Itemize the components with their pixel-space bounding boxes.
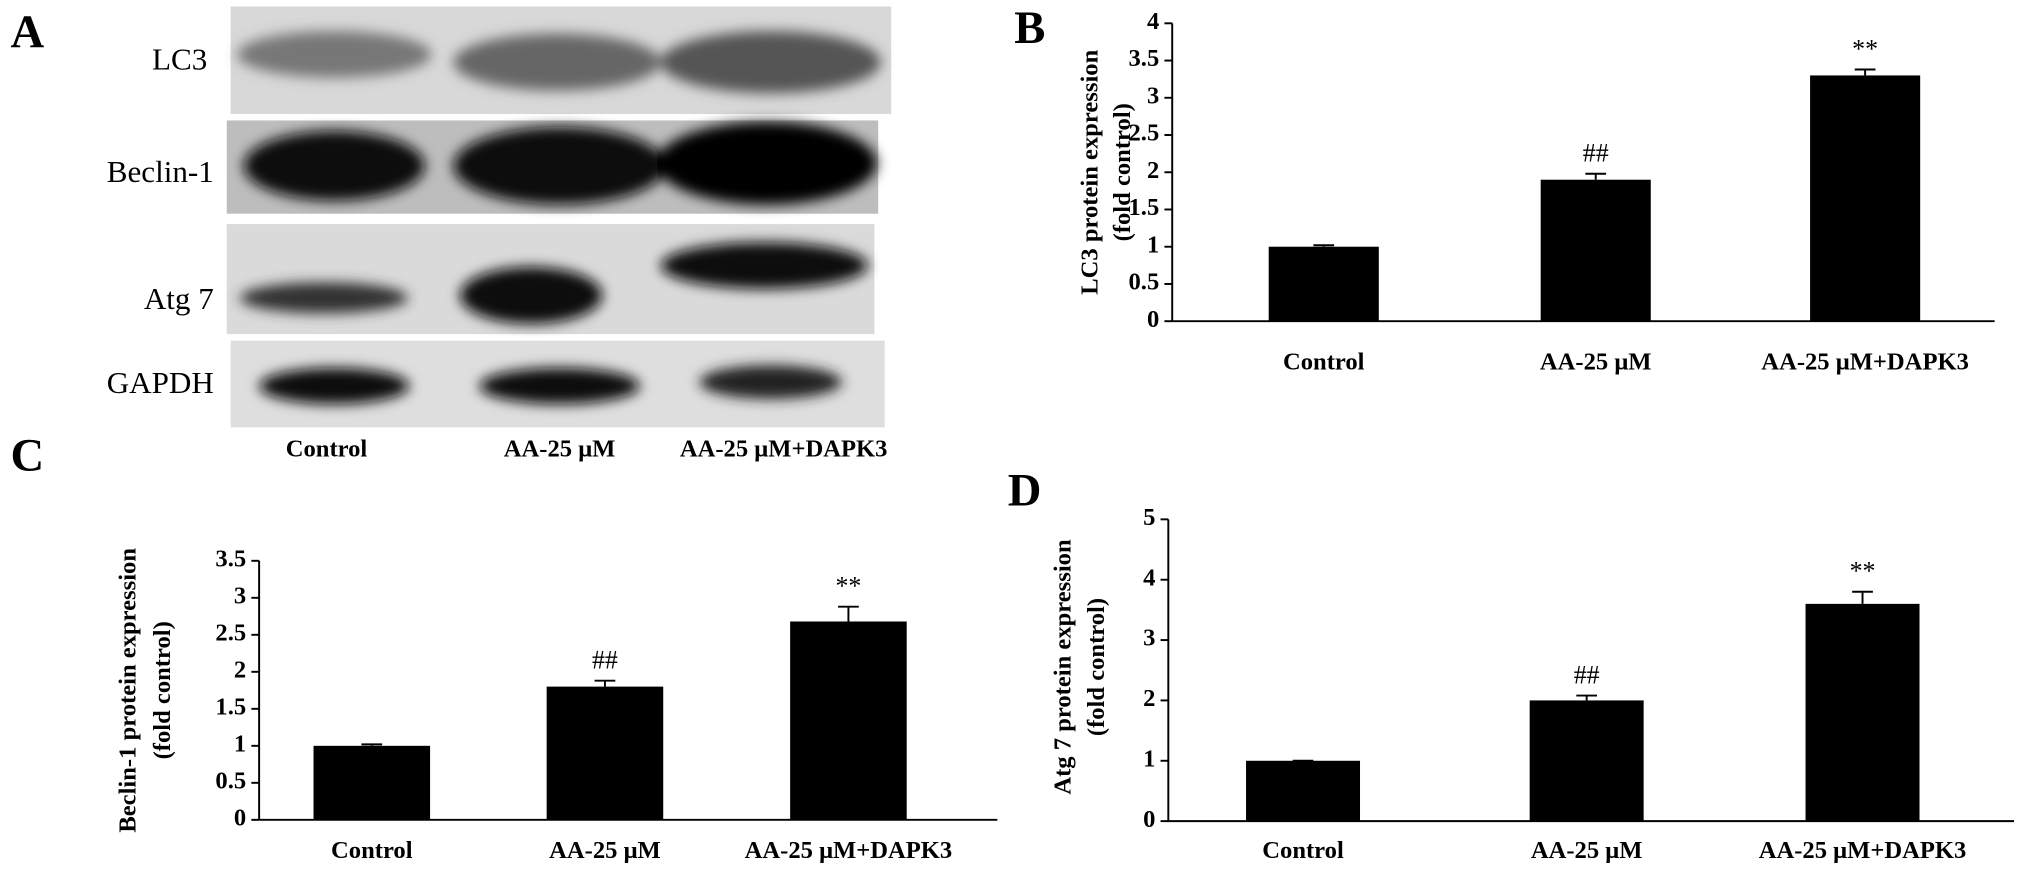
panel-label: A (10, 6, 44, 58)
y-tick-label: 0 (1147, 306, 1159, 333)
band (479, 367, 640, 405)
band (243, 130, 425, 201)
y-axis-label: (fold control) (149, 621, 176, 759)
panel-label: C (10, 429, 44, 481)
x-tick-label: AA-25 μM+DAPK3 (1759, 837, 1967, 864)
y-tick-label: 2.5 (215, 619, 246, 646)
bar (1810, 75, 1921, 322)
x-tick-label: Control (1262, 837, 1344, 864)
y-tick-label: 1.5 (215, 693, 246, 720)
bar (1805, 603, 1920, 822)
chart: C Beclin-1 protein expression (fold contro… (10, 429, 998, 864)
y-tick-label: 5 (1143, 504, 1155, 531)
chart: D Atg 7 protein expression (fold control) 0… (1008, 464, 2015, 864)
band (660, 31, 881, 94)
x-tick-label: Control (331, 837, 413, 864)
y-tick-label: 3.5 (1129, 45, 1160, 72)
y-axis-label: Beclin-1 protein expression (114, 548, 141, 833)
band (656, 121, 877, 205)
y-tick-label: 1 (1143, 745, 1155, 772)
y-tick-label: 3 (1143, 625, 1155, 652)
y-tick-label: 1 (1147, 231, 1159, 258)
annotation: ## (1583, 139, 1609, 168)
annotation: ** (1852, 34, 1878, 63)
y-tick-label: 0 (1143, 806, 1155, 833)
band (453, 126, 666, 205)
bar (313, 745, 431, 820)
y-axis-label: (fold control) (1083, 598, 1110, 736)
band (259, 367, 410, 405)
x-tick-label: AA-25 μM+DAPK3 (745, 837, 953, 864)
blot-row-label: GAPDH (107, 365, 214, 400)
blot-lane-label: AA-25 μM (504, 435, 616, 462)
chart: B LC3 protein expression (fold control) 0 0.… (1014, 2, 1995, 376)
x-tick-label: AA-25 μM (1540, 349, 1652, 376)
annotation: ** (835, 571, 861, 600)
y-tick-label: 1.5 (1129, 194, 1160, 221)
band (699, 365, 842, 399)
x-tick-label: AA-25 μM (549, 837, 661, 864)
y-tick-label: 0.5 (215, 767, 246, 794)
y-tick-label: 4 (1143, 564, 1155, 591)
y-tick-label: 0 (234, 804, 246, 831)
y-tick-label: 2.5 (1129, 120, 1160, 147)
panel-label: D (1008, 464, 1042, 516)
annotation: ## (592, 646, 618, 675)
y-tick-label: 0.5 (1129, 269, 1160, 296)
blot-row-label: Atg 7 (144, 281, 214, 316)
blot-lane-label: AA-25 μM+DAPK3 (680, 435, 888, 462)
band (237, 31, 432, 78)
panel-label: B (1014, 2, 1045, 54)
band (459, 266, 603, 324)
x-tick-label: Control (1283, 349, 1365, 376)
band (239, 282, 409, 314)
band (453, 33, 661, 91)
y-axis-label: Atg 7 protein expression (1049, 539, 1076, 795)
y-tick-label: 3 (1147, 82, 1159, 109)
bar (546, 686, 664, 820)
y-tick-label: 3 (234, 582, 246, 609)
y-tick-label: 3.5 (215, 545, 246, 572)
y-tick-label: 4 (1147, 8, 1159, 35)
bar (1529, 700, 1644, 822)
blot-lane-label: Control (286, 435, 368, 462)
y-axis-label: LC3 protein expression (1077, 49, 1104, 294)
y-tick-label: 2 (1143, 685, 1155, 712)
y-tick-label: 2 (234, 656, 246, 683)
bar (1246, 760, 1361, 822)
bar (790, 621, 907, 820)
bar (1540, 179, 1651, 322)
y-axis-label: (fold control) (1109, 103, 1136, 241)
y-tick-label: 1 (234, 730, 246, 757)
bar (1268, 246, 1379, 322)
blot: LC3 Beclin-1 Atg 7 GAPDH Control AA-25 μ… (107, 6, 892, 462)
annotation: ** (1850, 557, 1876, 586)
x-tick-label: AA-25 μM+DAPK3 (1761, 349, 1969, 376)
band (660, 242, 868, 289)
blot-row-label: LC3 (152, 41, 207, 76)
annotation: ## (1574, 660, 1600, 689)
blot-row-label: Beclin-1 (107, 154, 214, 189)
y-tick-label: 2 (1147, 157, 1159, 184)
x-tick-label: AA-25 μM (1531, 837, 1643, 864)
